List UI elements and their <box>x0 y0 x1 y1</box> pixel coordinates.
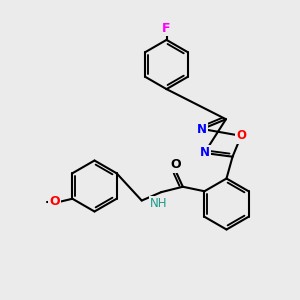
Text: NH: NH <box>150 197 168 210</box>
Text: N: N <box>197 122 207 136</box>
Text: O: O <box>49 195 60 208</box>
Text: O: O <box>170 158 181 171</box>
Text: F: F <box>162 22 171 35</box>
Text: O: O <box>236 129 246 142</box>
Text: N: N <box>200 146 209 160</box>
